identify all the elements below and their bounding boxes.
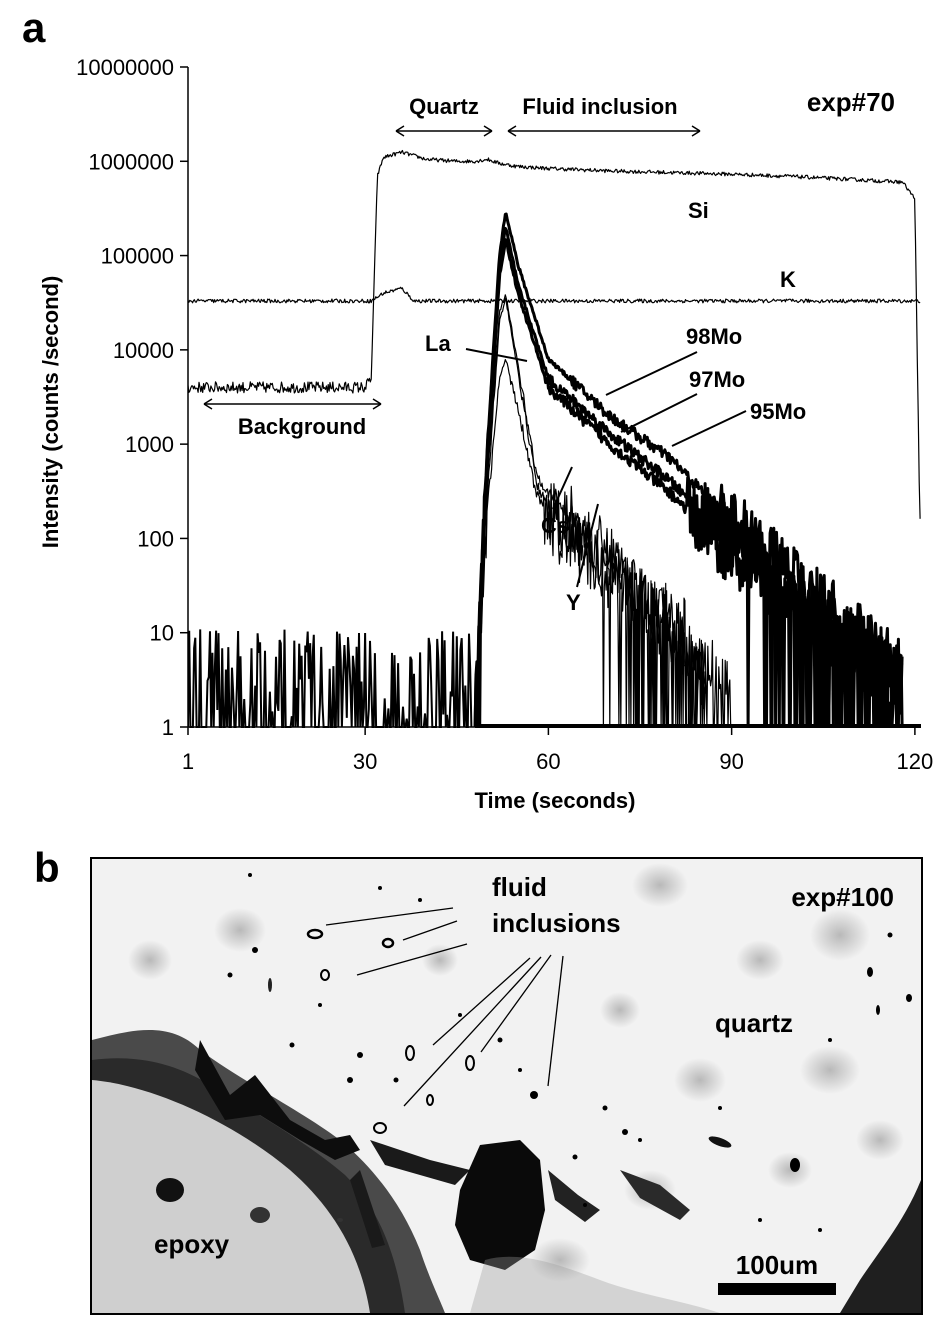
label-95mo: 95Mo [750, 399, 806, 424]
y-tick-label: 1000000 [88, 149, 174, 174]
label-97mo: 97Mo [689, 367, 745, 392]
fluid-label-line1: fluid [492, 872, 547, 902]
fluid-label-line2: inclusions [492, 908, 621, 938]
x-tick-label: 60 [536, 749, 560, 774]
background-noise-trace [188, 629, 473, 728]
series-labels: Si K 98Mo 97Mo 95Mo La Cs Y [425, 198, 806, 615]
interval-quartz: Quartz [395, 94, 493, 137]
series-95mo-line [473, 238, 904, 728]
leader-cs [552, 466, 573, 510]
scale-bar-rect [718, 1283, 836, 1295]
label-cs: Cs [541, 513, 569, 538]
series-layer [188, 149, 921, 728]
x-tick-label: 90 [719, 749, 743, 774]
x-tick-label: 30 [353, 749, 377, 774]
x-axis: 1 30 60 90 120 [182, 726, 933, 774]
y-tick-label: 10000 [113, 338, 174, 363]
background-arrowheads [203, 398, 382, 410]
experiment-label-b: exp#100 [791, 882, 894, 912]
leader-97mo [620, 393, 698, 433]
y-tick-label: 10000000 [76, 55, 174, 80]
x-tick-label: 120 [897, 749, 934, 774]
x-tick-label: 1 [182, 749, 194, 774]
epoxy-region [92, 1030, 921, 1313]
label-k: K [780, 267, 796, 292]
scale-bar: 100um [718, 1250, 836, 1295]
y-tick-label: 1000 [125, 432, 174, 457]
y-tick-label: 100 [137, 526, 174, 551]
y-tick-label: 1 [162, 715, 174, 740]
scale-bar-label: 100um [736, 1250, 818, 1280]
label-la: La [425, 331, 451, 356]
fluid-inclusion-label: Fluid inclusion [522, 94, 677, 119]
leader-95mo [671, 410, 747, 447]
quartz-label: quartz [715, 1008, 793, 1038]
quartz-texture [128, 863, 904, 1282]
epoxy-label: epoxy [154, 1229, 230, 1259]
y-axis: 1 10 100 1000 10000 100000 1000000 10000000 [76, 55, 189, 740]
y-tick-label: 100000 [101, 244, 174, 269]
series-cs-line [474, 359, 708, 728]
y-tick-label: 10 [150, 621, 174, 646]
micrograph: fluid inclusions exp#100 quartz epoxy 10… [90, 857, 923, 1315]
label-y: Y [566, 590, 581, 615]
label-98mo: 98Mo [686, 324, 742, 349]
x-ticks: 1 30 60 90 120 [182, 727, 933, 774]
series-k-line [188, 286, 921, 304]
interval-fluid-inclusion: Fluid inclusion [507, 94, 701, 137]
fluid-inclusion-dots [227, 873, 912, 1232]
quartz-label: Quartz [409, 94, 479, 119]
background-label: Background [238, 414, 366, 439]
y-ticks: 1 10 100 1000 10000 100000 1000000 10000000 [76, 55, 188, 740]
inclusion-leader-lines [325, 907, 564, 1107]
leader-y [576, 503, 599, 588]
fluid-inclusion-arrowheads [507, 125, 701, 137]
interval-background: Background [203, 398, 382, 439]
leader-98mo [605, 351, 698, 396]
leader-la [465, 348, 528, 362]
series-si-line [188, 149, 921, 519]
chart-a: 1 10 100 1000 10000 100000 1000000 10000000 1 30… [38, 55, 933, 813]
interval-annotations: Background Quartz Fluid inclusion [203, 94, 701, 439]
experiment-label-a: exp#70 [807, 87, 895, 117]
y-axis-title: Intensity (counts /second) [38, 276, 63, 549]
panel-b-label: b [34, 844, 60, 891]
quartz-arrowheads [395, 125, 493, 137]
x-axis-title: Time (seconds) [475, 788, 636, 813]
label-si: Si [688, 198, 709, 223]
panel-a-label: a [22, 4, 46, 51]
